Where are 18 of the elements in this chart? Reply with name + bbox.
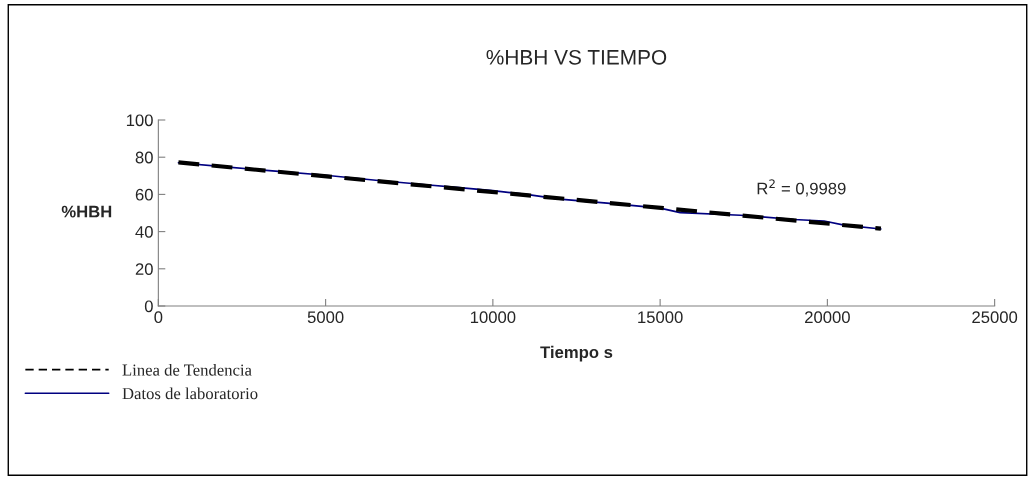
y-tick-label: 20 bbox=[135, 263, 153, 275]
y-axis-title: %HBH bbox=[61, 205, 112, 218]
annotation: R$^{2}$ = 0,9989 bbox=[757, 179, 846, 197]
x-tick-label: 10000 bbox=[470, 311, 516, 324]
x-tick-label: 20000 bbox=[805, 311, 850, 324]
x-axis-title: Tiempo s bbox=[540, 345, 613, 362]
y-tick-label: 80 bbox=[135, 151, 153, 164]
y-tick-label: 60 bbox=[135, 188, 153, 201]
chart-title: %HBH VS TIEMPO bbox=[486, 49, 667, 65]
legend-label: Linea de Tendencia bbox=[122, 363, 252, 376]
x-tick-label: 0 bbox=[154, 311, 163, 324]
x-tick-label: 25000 bbox=[972, 311, 1018, 324]
y-tick-label: 40 bbox=[135, 226, 153, 238]
legend-label: Datos de laboratorio bbox=[122, 387, 258, 400]
y-tick-label: 100 bbox=[126, 114, 153, 127]
y-tick-label: 0 bbox=[144, 300, 153, 313]
x-tick-label: 15000 bbox=[638, 311, 683, 324]
x-tick-label: 5000 bbox=[307, 311, 344, 324]
